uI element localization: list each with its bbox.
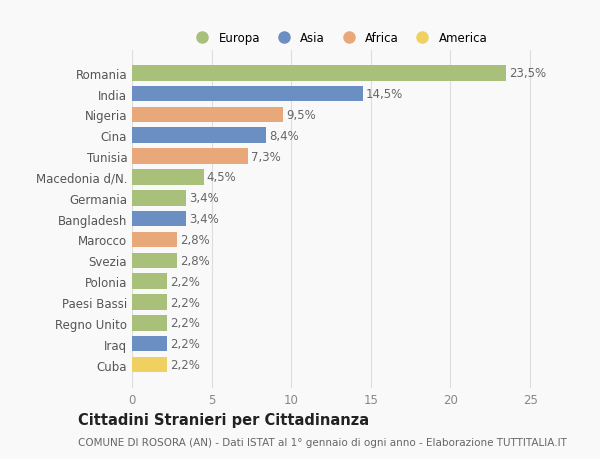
Text: 2,8%: 2,8%: [180, 234, 209, 246]
Bar: [132, 336, 167, 352]
Text: 2,2%: 2,2%: [170, 296, 200, 309]
Bar: [132, 232, 176, 248]
Bar: [132, 357, 167, 373]
Text: 2,2%: 2,2%: [170, 358, 200, 371]
Bar: [132, 149, 248, 165]
Bar: [132, 170, 203, 185]
Text: 2,2%: 2,2%: [170, 275, 200, 288]
Text: 8,4%: 8,4%: [269, 129, 299, 142]
Bar: [132, 315, 167, 331]
Text: 9,5%: 9,5%: [286, 109, 316, 122]
Text: 4,5%: 4,5%: [207, 171, 236, 184]
Bar: [132, 274, 167, 289]
Text: 2,8%: 2,8%: [180, 254, 209, 267]
Text: 3,4%: 3,4%: [190, 213, 219, 226]
Bar: [132, 212, 186, 227]
Text: 23,5%: 23,5%: [509, 67, 547, 80]
Text: COMUNE DI ROSORA (AN) - Dati ISTAT al 1° gennaio di ogni anno - Elaborazione TUT: COMUNE DI ROSORA (AN) - Dati ISTAT al 1°…: [78, 437, 567, 447]
Text: 3,4%: 3,4%: [190, 192, 219, 205]
Bar: [132, 107, 283, 123]
Bar: [132, 190, 186, 206]
Text: 2,2%: 2,2%: [170, 337, 200, 350]
Bar: [132, 87, 363, 102]
Bar: [132, 66, 506, 81]
Bar: [132, 295, 167, 310]
Text: 7,3%: 7,3%: [251, 150, 281, 163]
Text: 2,2%: 2,2%: [170, 317, 200, 330]
Bar: [132, 128, 266, 144]
Legend: Europa, Asia, Africa, America: Europa, Asia, Africa, America: [185, 28, 493, 50]
Text: Cittadini Stranieri per Cittadinanza: Cittadini Stranieri per Cittadinanza: [78, 413, 369, 428]
Text: 14,5%: 14,5%: [366, 88, 403, 101]
Bar: [132, 253, 176, 269]
